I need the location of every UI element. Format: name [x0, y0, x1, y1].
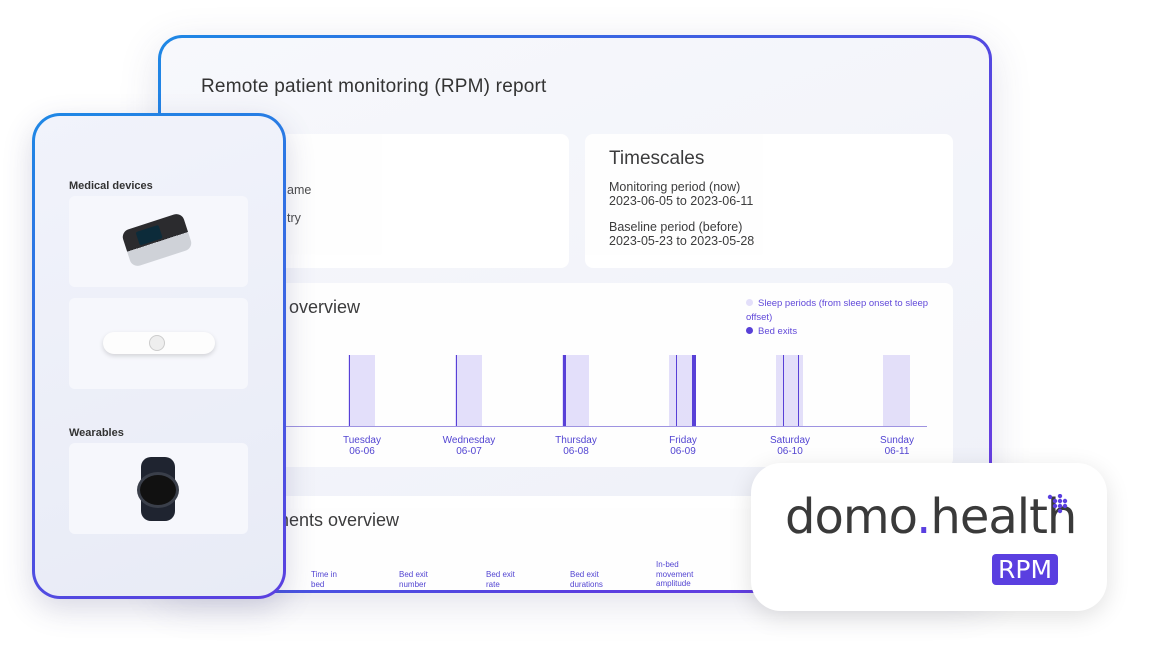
info-label: try [287, 211, 301, 225]
sleep-swatch-icon [746, 299, 753, 306]
bed-exit-mark [563, 355, 567, 426]
baseline-range: 2023-05-23 to 2023-05-28 [609, 234, 755, 248]
sleep-overview-card: overview Sleep periods (from sleep onset… [201, 283, 953, 467]
monitoring-label: Monitoring period (now) [609, 180, 741, 194]
sleep-period-bar [348, 355, 375, 426]
sleep-period-bar [562, 355, 589, 426]
sleep-period-bar [776, 355, 803, 426]
day-name: Sunday [880, 435, 914, 446]
info-label: ame [287, 183, 312, 197]
column-header: Bed exit rate [486, 570, 515, 589]
sleep-sensor-card[interactable] [69, 298, 248, 389]
pulse-oximeter-icon [120, 212, 194, 268]
page-title: Remote patient monitoring (RPM) report [201, 76, 547, 97]
bed-exit-mark [691, 355, 696, 426]
column-header: Time in bed [311, 570, 337, 589]
exit-swatch-icon [746, 327, 753, 334]
timescales-card: Timescales Monitoring period (now) 2023-… [585, 134, 953, 268]
legend-exits-label: Bed exits [758, 326, 798, 337]
day-name: Friday [669, 435, 697, 446]
legend-sleep: Sleep periods (from sleep onset to sleep… [746, 297, 953, 325]
sleep-period-bar [669, 355, 696, 426]
day-tick-label: Wednesday 06-07 [429, 435, 509, 457]
bed-exit-mark [455, 355, 458, 426]
column-header: Bed exit number [399, 570, 428, 589]
measurements-title: rements overview [258, 510, 400, 530]
day-date: 06-07 [456, 446, 482, 457]
sleep-overview-title: overview [289, 297, 361, 317]
day-tick-label: Tuesday 06-06 [322, 435, 402, 457]
wearables-label: Wearables [69, 427, 124, 439]
bed-exit-mark [797, 355, 800, 426]
day-tick-label: Sunday 06-11 [857, 435, 937, 457]
bed-exit-mark [348, 355, 351, 426]
smartwatch-card[interactable] [69, 443, 248, 534]
day-tick-label: Saturday 06-10 [750, 435, 830, 457]
rpm-badge: RPM [992, 554, 1059, 585]
day-name: Tuesday [343, 435, 381, 446]
day-name: Thursday [555, 435, 597, 446]
report-window: Remote patient monitoring (RPM) report a… [158, 35, 992, 593]
x-axis [281, 426, 927, 427]
pulse-oximeter-card[interactable] [69, 196, 248, 287]
smartwatch-icon [137, 457, 179, 521]
brand-wordmark: domo.health [785, 489, 1077, 545]
bed-exit-mark [675, 355, 678, 426]
legend-sleep-label: Sleep periods (from sleep onset to sleep… [746, 298, 929, 323]
baseline-label: Baseline period (before) [609, 220, 743, 234]
sparkle-icon [1047, 494, 1068, 514]
day-date: 06-08 [563, 446, 589, 457]
sleep-period-bar [455, 355, 482, 426]
day-name: Wednesday [442, 435, 496, 446]
day-date: 06-09 [670, 446, 696, 457]
monitoring-range: 2023-06-05 to 2023-06-11 [609, 194, 754, 208]
day-date: 06-06 [349, 446, 375, 457]
day-date: 06-11 [884, 446, 910, 457]
day-tick-label: Friday 06-09 [643, 435, 723, 457]
legend-exits: Bed exits [746, 325, 953, 339]
sleep-period-bar [883, 355, 910, 426]
day-tick-label: Thursday 06-08 [536, 435, 616, 457]
day-name: Saturday [769, 435, 811, 446]
bed-exit-mark [782, 355, 785, 426]
column-header: Bed exit durations [570, 570, 603, 589]
medical-devices-label: Medical devices [69, 180, 153, 192]
timescales-heading: Timescales [609, 148, 705, 169]
device-catalog-phone: Medical devices Wearables [32, 113, 286, 599]
column-header: In-bed movement amplitude [656, 560, 694, 588]
chart-legend: Sleep periods (from sleep onset to sleep… [746, 297, 953, 339]
day-date: 06-10 [777, 446, 803, 457]
domo-health-logo: domo.health RPM [751, 463, 1107, 611]
sleep-sensor-mat-icon [103, 332, 215, 354]
